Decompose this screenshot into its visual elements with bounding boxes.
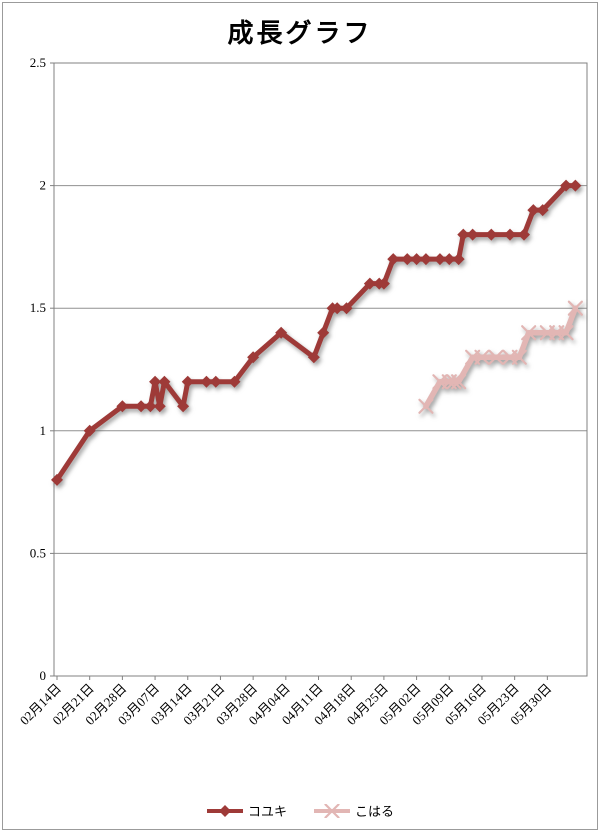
svg-text:2: 2: [40, 178, 47, 193]
growth-chart-plot: 00.511.522.502月14日02月21日02月28日03月07日03月1…: [17, 55, 588, 728]
legend-item-koharu: こはる: [313, 801, 394, 820]
svg-text:1.5: 1.5: [30, 300, 46, 315]
line-x-swatch-icon: [314, 803, 350, 818]
svg-text:1: 1: [40, 423, 47, 438]
chart-title: 成長グラフ: [227, 19, 373, 48]
legend-label-koyuki: コユキ: [247, 804, 287, 819]
legend-item-koyuki: コユキ: [206, 801, 287, 820]
svg-text:2.5: 2.5: [30, 55, 46, 70]
svg-text:0.5: 0.5: [30, 545, 46, 560]
legend-label-koharu: こはる: [355, 804, 395, 819]
chart-legend: コユキ こはる: [3, 801, 597, 820]
svg-text:0: 0: [40, 668, 47, 683]
line-diamond-swatch-icon: [206, 804, 243, 817]
